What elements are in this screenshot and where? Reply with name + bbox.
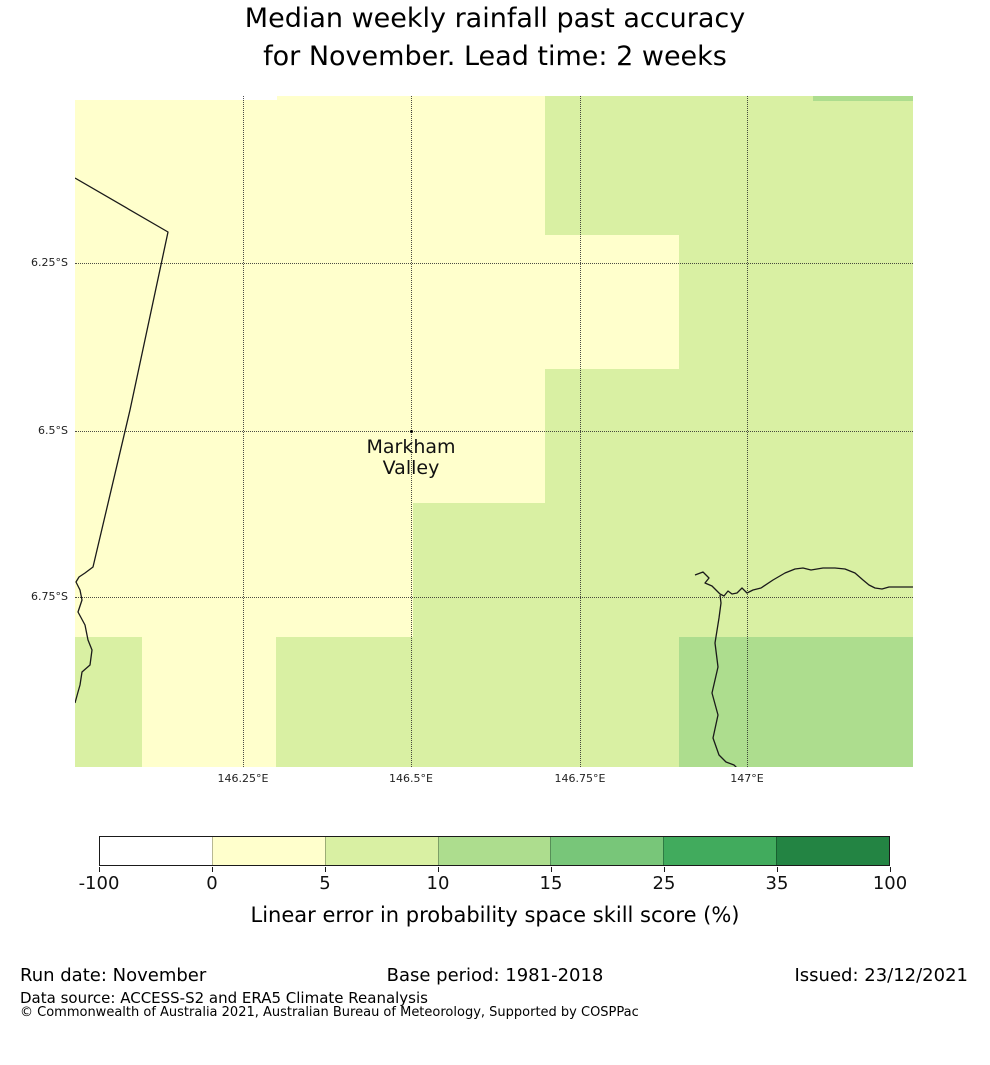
issued-date-text: Issued: 23/12/2021	[794, 965, 968, 986]
colorbar-tick-label: 100	[872, 873, 908, 894]
longitude-tick-label: 146.75°E	[554, 772, 606, 785]
colorbar	[99, 836, 890, 866]
colorbar-tick-label: 10	[426, 873, 450, 894]
cell-lightgreen-southwest	[75, 637, 142, 767]
base-period-text: Base period: 1981-2018	[386, 965, 604, 986]
cell-lightgreen-south-band	[276, 637, 679, 767]
cell-white-top-west	[75, 96, 277, 100]
colorbar-tick-mark	[551, 867, 552, 872]
colorbar-segment	[324, 837, 438, 865]
latitude-tick-label: 6.25°S	[31, 256, 68, 269]
markham-valley-label-line1: Markham	[366, 436, 456, 458]
colorbar-tick-mark	[99, 867, 100, 872]
latitude-tick-label: 6.75°S	[31, 590, 68, 603]
colorbar-segment	[663, 837, 777, 865]
colorbar-segment	[550, 837, 664, 865]
colorbar-tick-mark	[325, 867, 326, 872]
colorbar-tick-label: -100	[78, 873, 120, 894]
colorbar-tick-label: 5	[319, 873, 331, 894]
gridline-horizontal	[75, 597, 913, 598]
copyright-text: © Commonwealth of Australia 2021, Austra…	[20, 1005, 639, 1020]
longitude-tick-label: 146.25°E	[217, 772, 269, 785]
markham-valley-label: Markham Valley	[321, 437, 501, 479]
latitude-tick-label: 6.5°S	[38, 424, 68, 437]
colorbar-tick-mark	[212, 867, 213, 872]
page-title: Median weekly rainfall past accuracy for…	[0, 0, 990, 76]
cell-green-north-strip	[813, 96, 913, 101]
markham-valley-marker-dot	[410, 430, 413, 433]
colorbar-tick-label: 35	[765, 873, 789, 894]
colorbar-tick-label: 0	[206, 873, 218, 894]
gridline-horizontal	[75, 263, 913, 264]
page-title-line2: for November. Lead time: 2 weeks	[263, 41, 727, 72]
colorbar-segment	[776, 837, 890, 865]
colorbar-tick-label: 25	[652, 873, 676, 894]
markham-valley-label-line2: Valley	[382, 457, 440, 479]
cell-lightgreen-east-mid	[545, 369, 913, 503]
cell-green-southeast	[679, 637, 913, 767]
colorbar-tick-label: 15	[539, 873, 563, 894]
cell-lightgreen-northeast	[545, 96, 913, 235]
data-source-text: Data source: ACCESS-S2 and ERA5 Climate …	[20, 989, 428, 1007]
colorbar-tick-mark	[890, 867, 891, 872]
colorbar-segment	[100, 837, 212, 865]
colorbar-segment	[211, 837, 325, 865]
cell-lightgreen-southeast-band	[413, 503, 913, 637]
longitude-tick-label: 147°E	[730, 772, 764, 785]
colorbar-caption: Linear error in probability space skill …	[250, 903, 740, 927]
colorbar-tick-mark	[438, 867, 439, 872]
colorbar-tick-mark	[664, 867, 665, 872]
colorbar-tick-mark	[777, 867, 778, 872]
gridline-horizontal	[75, 431, 913, 432]
map-plot-area: Markham Valley	[75, 96, 913, 767]
page-title-line1: Median weekly rainfall past accuracy	[244, 3, 746, 34]
run-date-text: Run date: November	[20, 965, 207, 986]
cell-lightgreen-east	[679, 235, 913, 369]
coastline-path	[75, 177, 169, 704]
longitude-tick-label: 146.5°E	[389, 772, 433, 785]
colorbar-segment	[437, 837, 551, 865]
